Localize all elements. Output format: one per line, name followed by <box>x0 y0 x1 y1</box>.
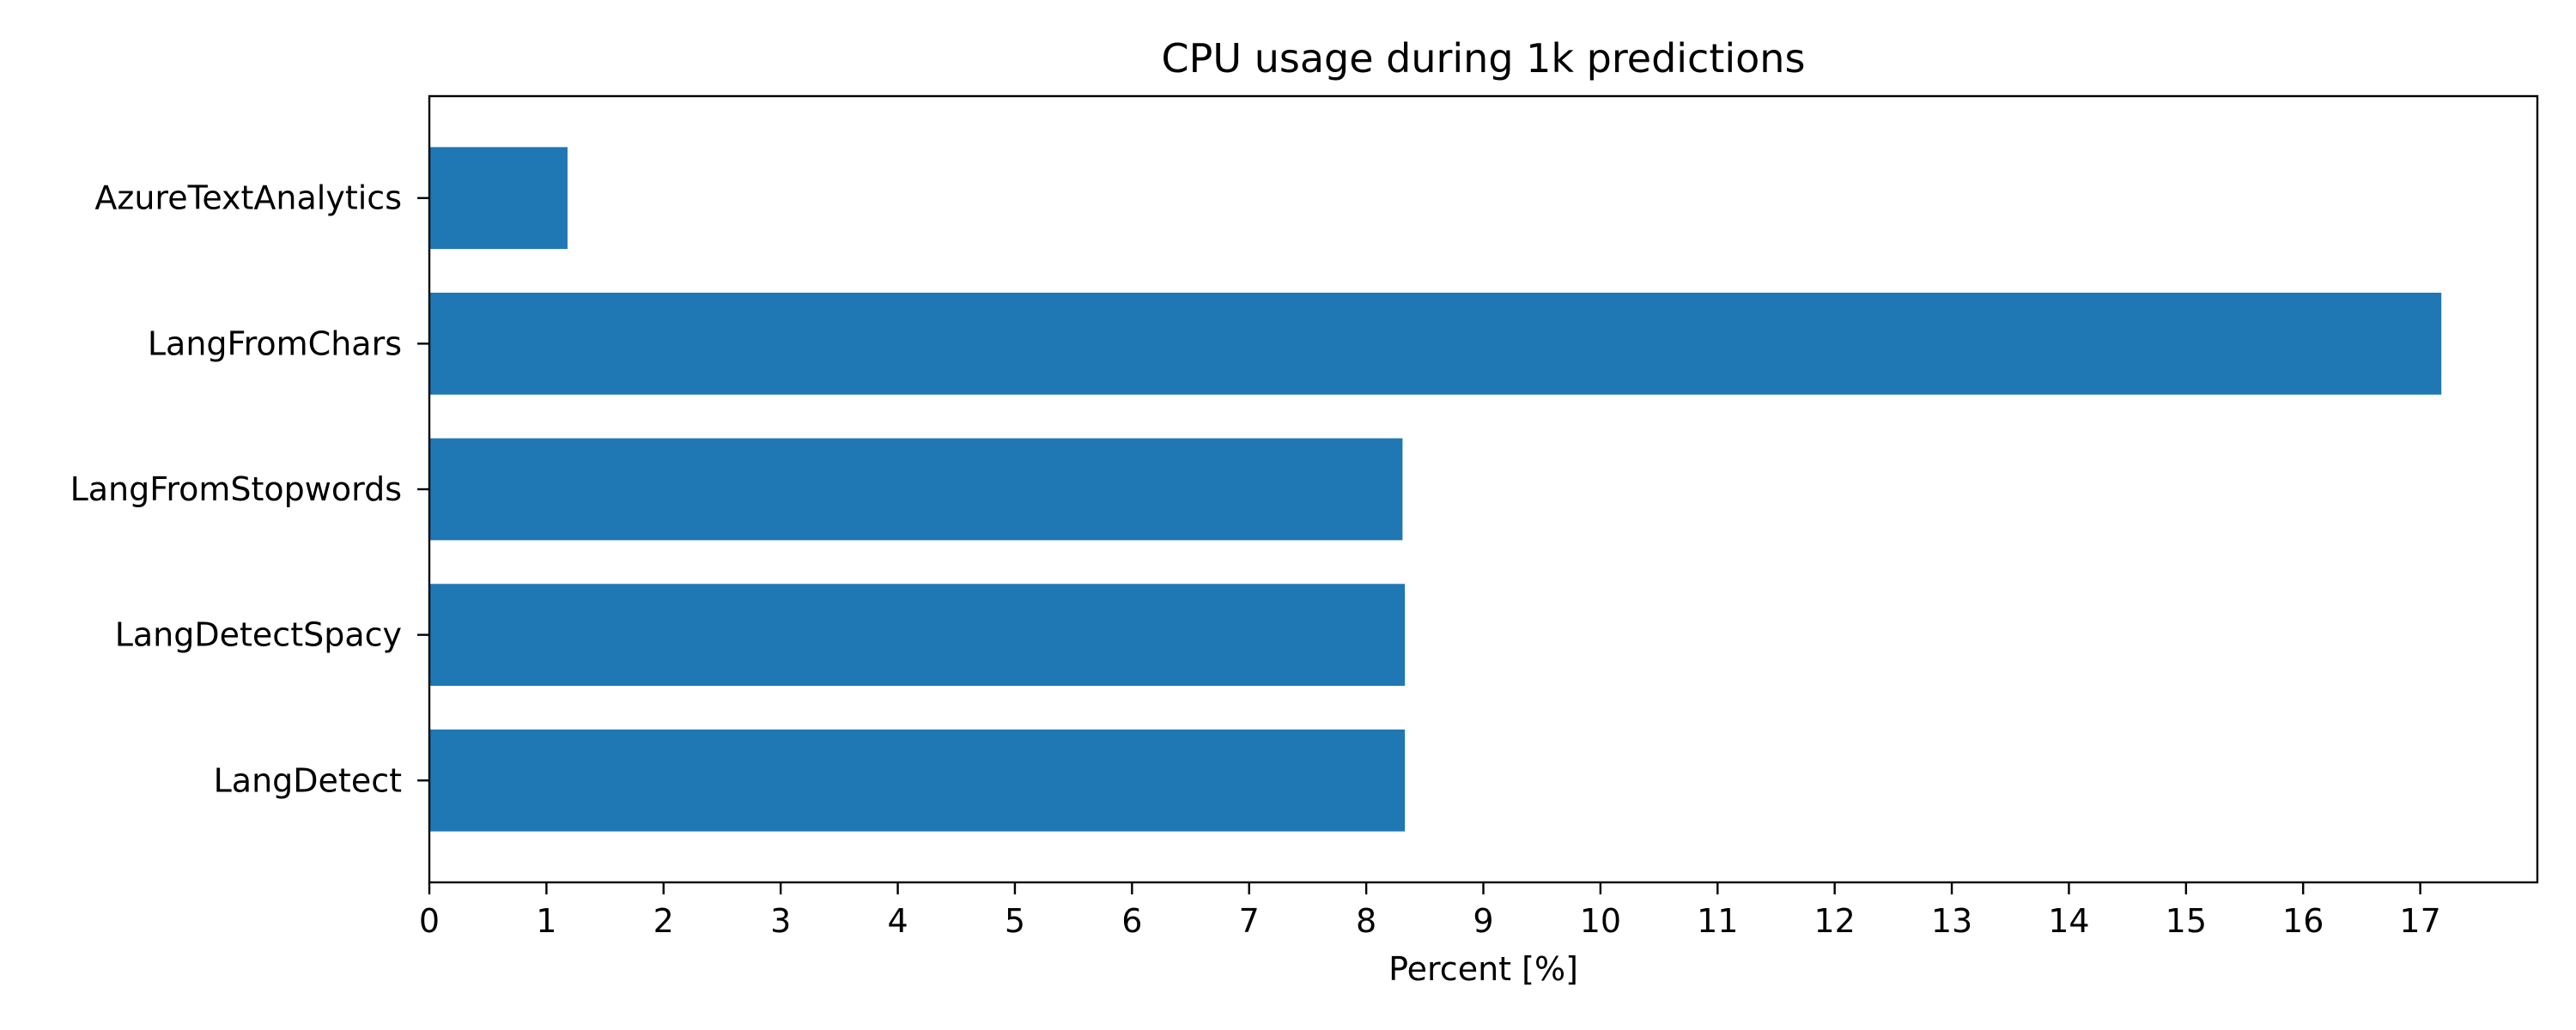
x-axis-label: Percent [%] <box>1388 950 1578 988</box>
x-tick-label: 2 <box>653 902 674 940</box>
x-tick-label: 3 <box>770 902 791 940</box>
bar-LangFromChars <box>429 293 2442 395</box>
y-axis: AzureTextAnalytics LangFromChars LangFromS… <box>70 179 429 799</box>
x-tick-label: 1 <box>536 902 556 940</box>
y-tick-label: LangDetectSpacy <box>115 616 402 654</box>
x-tick-label: 0 <box>419 902 440 940</box>
bars <box>429 147 2442 832</box>
chart-title: CPU usage during 1k predictions <box>1162 35 1806 82</box>
x-tick-label: 7 <box>1239 902 1260 940</box>
x-tick-label: 6 <box>1121 902 1142 940</box>
y-tick-label: LangFromChars <box>148 324 402 362</box>
plot-frame <box>428 94 2539 884</box>
y-tick-label: LangDetect <box>214 761 402 799</box>
x-tick-label: 12 <box>1814 902 1855 940</box>
x-tick-label: 9 <box>1473 902 1493 940</box>
bar-LangFromStopwords <box>429 438 1403 541</box>
bar-LangDetectSpacy <box>429 584 1406 686</box>
x-tick-label: 5 <box>1005 902 1025 940</box>
x-tick-label: 15 <box>2166 902 2207 940</box>
x-tick-label: 8 <box>1356 902 1376 940</box>
x-axis: 0 1 2 3 4 5 6 7 8 9 10 11 12 13 14 15 16 17 <box>419 882 2441 940</box>
x-tick-label: 17 <box>2399 902 2440 940</box>
x-tick-label: 13 <box>1931 902 1972 940</box>
x-tick-label: 4 <box>887 902 908 940</box>
x-tick-label: 16 <box>2282 902 2324 940</box>
x-tick-label: 11 <box>1697 902 1738 940</box>
bar-AzureTextAnalytics <box>429 147 568 250</box>
y-tick-label: LangFromStopwords <box>70 470 402 508</box>
x-tick-label: 14 <box>2048 902 2089 940</box>
bar-LangDetect <box>429 729 1406 832</box>
y-tick-label: AzureTextAnalytics <box>94 179 402 217</box>
x-tick-label: 10 <box>1580 902 1621 940</box>
